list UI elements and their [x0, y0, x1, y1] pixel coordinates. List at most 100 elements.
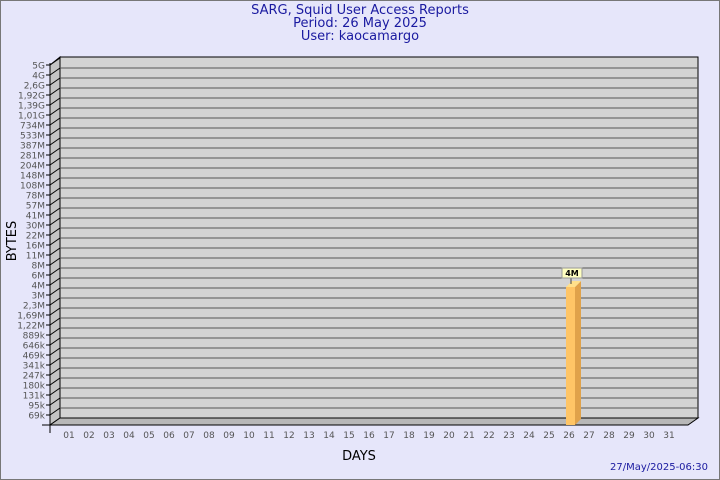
- x-tick-label: 24: [523, 431, 535, 441]
- x-tick-label: 23: [503, 431, 514, 441]
- grid-line-side: [49, 277, 61, 286]
- grid-line-side: [49, 247, 61, 256]
- y-tick-label: 469k: [23, 352, 46, 362]
- grid-line-side: [49, 237, 61, 246]
- x-tick-label: 26: [563, 431, 575, 441]
- y-tick-label: 148M: [20, 172, 45, 182]
- y-axis-label: BYTES: [5, 221, 20, 262]
- x-tick-label: 06: [163, 431, 175, 441]
- grid-line-side: [49, 167, 61, 176]
- y-tick-label: 1,01G: [18, 112, 45, 122]
- grid-line-side: [49, 217, 61, 226]
- grid-line-side: [49, 257, 61, 266]
- grid-line-side: [49, 107, 61, 116]
- x-tick-label: 19: [423, 431, 435, 441]
- x-tick-label: 11: [263, 431, 274, 441]
- x-tick-label: 22: [483, 431, 494, 441]
- grid-line-side: [49, 297, 61, 306]
- grid-line-side: [49, 317, 61, 326]
- x-tick-label: 04: [123, 431, 135, 441]
- grid-line-side: [49, 287, 61, 296]
- y-tick-label: 41M: [26, 212, 45, 222]
- x-tick-label: 20: [443, 431, 455, 441]
- grid-line-side: [49, 357, 61, 366]
- x-tick-label: 27: [583, 431, 594, 441]
- bar: [566, 287, 575, 425]
- x-tick-label: 25: [543, 431, 554, 441]
- bar-top: [566, 281, 581, 287]
- grid-line-side: [49, 147, 61, 156]
- grid-line-side: [49, 127, 61, 136]
- chart-period: Period: 26 May 2025: [293, 16, 427, 31]
- x-tick-label: 13: [303, 431, 314, 441]
- x-tick-label: 02: [83, 431, 94, 441]
- y-tick-label: 646k: [23, 342, 46, 352]
- grid-line-side: [49, 187, 61, 196]
- timestamp: 27/May/2025-06:30: [610, 462, 708, 473]
- grid-line-side: [49, 397, 61, 406]
- x-tick-label: 08: [203, 431, 215, 441]
- y-tick-label: 1,22M: [17, 322, 45, 332]
- data-label: 4M: [565, 269, 579, 278]
- grid-line-side: [49, 307, 61, 316]
- grid-line-side: [49, 207, 61, 216]
- y-tick-label: 30M: [26, 222, 45, 232]
- x-tick-label: 12: [283, 431, 294, 441]
- bar-side: [575, 281, 581, 425]
- grid-line-side: [49, 267, 61, 276]
- plot-floor: [48, 417, 700, 426]
- y-tick-label: 95k: [28, 402, 45, 412]
- y-tick-label: 8M: [32, 262, 46, 272]
- grid-line-side: [49, 407, 61, 416]
- grid-line-side: [49, 367, 61, 376]
- x-tick-label: 09: [223, 431, 235, 441]
- grid-line-side: [49, 327, 61, 336]
- x-tick-label: 31: [663, 431, 674, 441]
- x-tick-label: 15: [343, 431, 354, 441]
- y-tick-label: 2,6G: [24, 82, 45, 92]
- y-tick-label: 6M: [32, 272, 46, 282]
- y-tick-label: 57M: [26, 202, 45, 212]
- grid-line-side: [49, 197, 61, 206]
- grid-line-side: [49, 177, 61, 186]
- x-tick-label: 01: [63, 431, 74, 441]
- y-tick-label: 533M: [20, 132, 45, 142]
- x-tick-label: 30: [643, 431, 655, 441]
- grid-line-side: [49, 157, 61, 166]
- y-tick-label: 734M: [20, 122, 45, 132]
- y-tick-label: 281M: [20, 152, 45, 162]
- y-tick-label: 69k: [28, 412, 45, 422]
- grid-line-side: [49, 87, 61, 96]
- data-label-box: [561, 267, 583, 279]
- y-tick-label: 22M: [26, 232, 45, 242]
- y-tick-label: 204M: [20, 162, 45, 172]
- x-tick-label: 10: [243, 431, 255, 441]
- grid-line-side: [49, 97, 61, 106]
- grid-line-side: [49, 347, 61, 356]
- grid-line-side: [49, 77, 61, 86]
- y-tick-label: 341k: [23, 362, 46, 372]
- y-tick-label: 4M: [32, 282, 46, 292]
- y-tick-label: 108M: [20, 182, 45, 192]
- grid-line-side: [49, 377, 61, 386]
- x-tick-label: 29: [623, 431, 635, 441]
- chart-user: User: kaocamargo: [300, 29, 420, 44]
- y-tick-label: 3M: [32, 292, 46, 302]
- x-tick-label: 21: [463, 431, 474, 441]
- grid-line-side: [49, 387, 61, 396]
- y-tick-label: 247k: [23, 372, 46, 382]
- y-tick-label: 16M: [26, 242, 45, 252]
- x-tick-label: 17: [383, 431, 394, 441]
- grid-line-side: [49, 57, 61, 66]
- x-tick-label: 03: [103, 431, 114, 441]
- grid-line-side: [49, 67, 61, 76]
- y-tick-label: 2,3M: [23, 302, 45, 312]
- grid-line-side: [49, 227, 61, 236]
- chart-title: SARG, Squid User Access Reports: [251, 3, 469, 18]
- y-tick-label: 1,39G: [18, 102, 45, 112]
- grid-line-side: [49, 337, 61, 346]
- y-tick-label: 180k: [23, 382, 46, 392]
- x-tick-label: 16: [363, 431, 375, 441]
- y-tick-label: 5G: [32, 62, 45, 72]
